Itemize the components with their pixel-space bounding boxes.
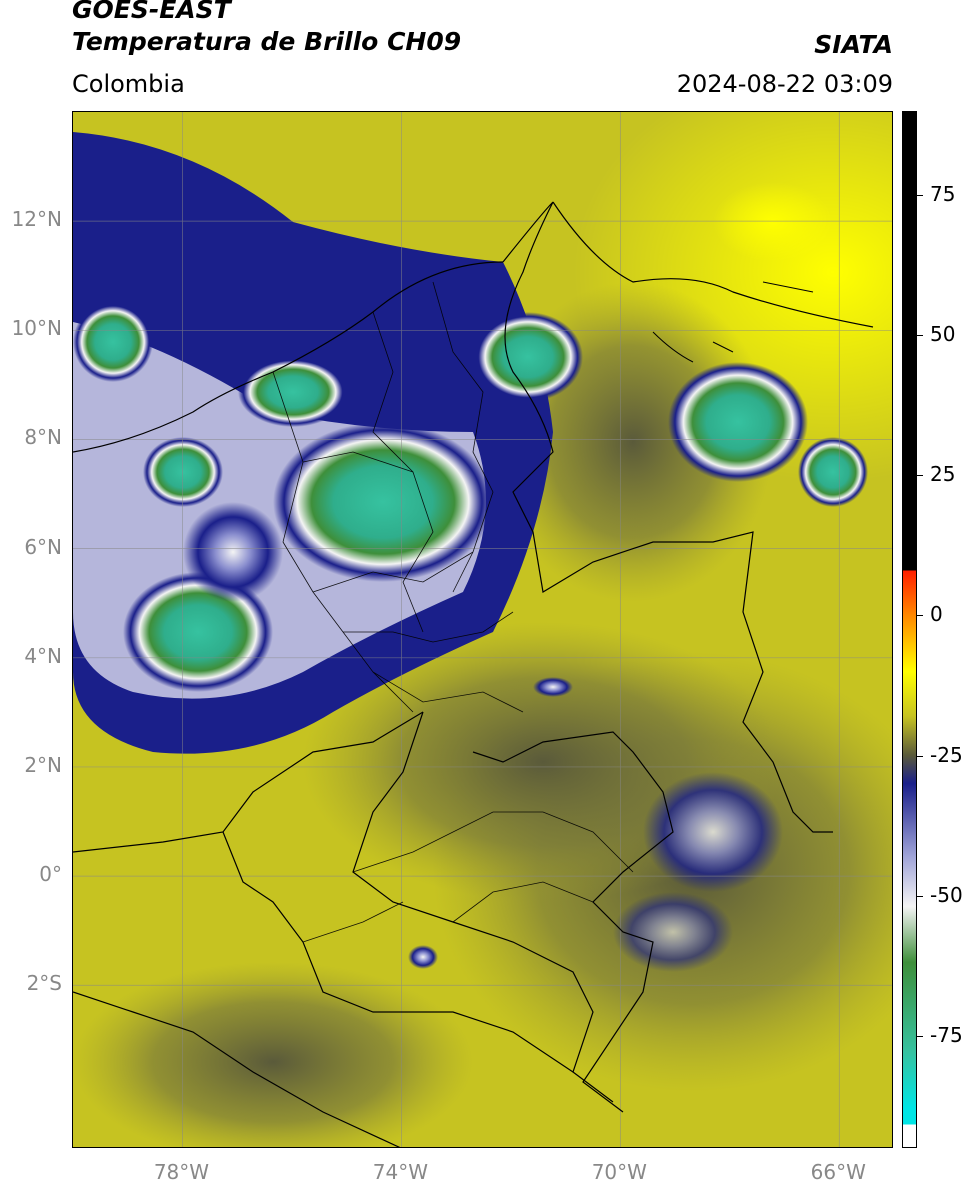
coastline	[73, 261, 504, 453]
lon-tick-label: 66°W	[810, 1160, 866, 1184]
convective-core	[473, 312, 583, 402]
colorbar-tick-mark	[917, 195, 923, 197]
convective-core	[668, 362, 808, 482]
colorbar-tick-label: 75	[930, 182, 956, 207]
cloud-cell	[183, 502, 283, 602]
lat-tick-label: 4°N	[24, 643, 62, 668]
olive-region	[73, 962, 473, 1147]
convective-core	[273, 422, 493, 582]
colorbar-tick-label: 25	[930, 462, 956, 487]
satellite-map	[72, 111, 893, 1148]
colorbar	[902, 111, 917, 1148]
cloud-cell	[643, 772, 783, 892]
lat-tick-label: 10°N	[11, 316, 62, 341]
cloud-cell	[408, 945, 438, 969]
colorbar-tick-mark	[917, 755, 923, 757]
colorbar-tick-label: 50	[930, 322, 956, 347]
lat-tick-label: 12°N	[11, 207, 62, 232]
lat-tick-label: 2°S	[26, 971, 62, 996]
border-line	[472, 731, 674, 1113]
map-svg	[73, 112, 892, 1147]
colorbar-tick-mark	[917, 615, 923, 617]
department-borders	[272, 281, 634, 943]
title-line-2: Temperatura de Brillo CH09	[72, 27, 462, 56]
warm-region	[713, 182, 833, 262]
map-title: GOES-EAST Temperatura de Brillo CH09	[72, 0, 461, 58]
lat-tick-label: 2°N	[24, 752, 62, 777]
convective-core	[238, 357, 348, 427]
colorbar-tick-mark	[917, 335, 923, 337]
lon-tick-label: 74°W	[372, 1160, 428, 1184]
coastline	[552, 201, 874, 328]
datetime-label: 2024-08-22 03:09	[676, 70, 893, 98]
lat-tick-label: 8°N	[24, 425, 62, 450]
island-outline	[652, 281, 814, 363]
lon-tick-label: 70°W	[591, 1160, 647, 1184]
colorbar-tick-label: 0	[930, 602, 943, 627]
lat-tick-label: 0°	[39, 862, 62, 887]
region-label: Colombia	[72, 70, 185, 98]
colorbar-tick-label: -25	[930, 742, 963, 767]
title-line-1: GOES-EAST	[72, 0, 231, 24]
colorbar-tick-mark	[917, 895, 923, 897]
cloud-cell	[613, 892, 733, 972]
colorbar-tick-mark	[917, 1035, 923, 1037]
convective-core	[143, 437, 223, 507]
convective-core	[73, 302, 153, 382]
border-line	[222, 831, 574, 1073]
cloud-cell	[533, 677, 573, 697]
border-line	[73, 991, 401, 1147]
convective-core	[798, 437, 868, 507]
org-label: SIATA	[814, 30, 893, 59]
convective-core	[123, 572, 273, 692]
colorbar-tick-label: -75	[930, 1022, 963, 1047]
gridlines	[73, 112, 892, 1147]
lat-tick-label: 6°N	[24, 534, 62, 559]
border-line	[73, 711, 424, 853]
colorbar-tick-label: -50	[930, 882, 963, 907]
colorbar-tick-mark	[917, 475, 923, 477]
lon-tick-label: 78°W	[153, 1160, 210, 1184]
